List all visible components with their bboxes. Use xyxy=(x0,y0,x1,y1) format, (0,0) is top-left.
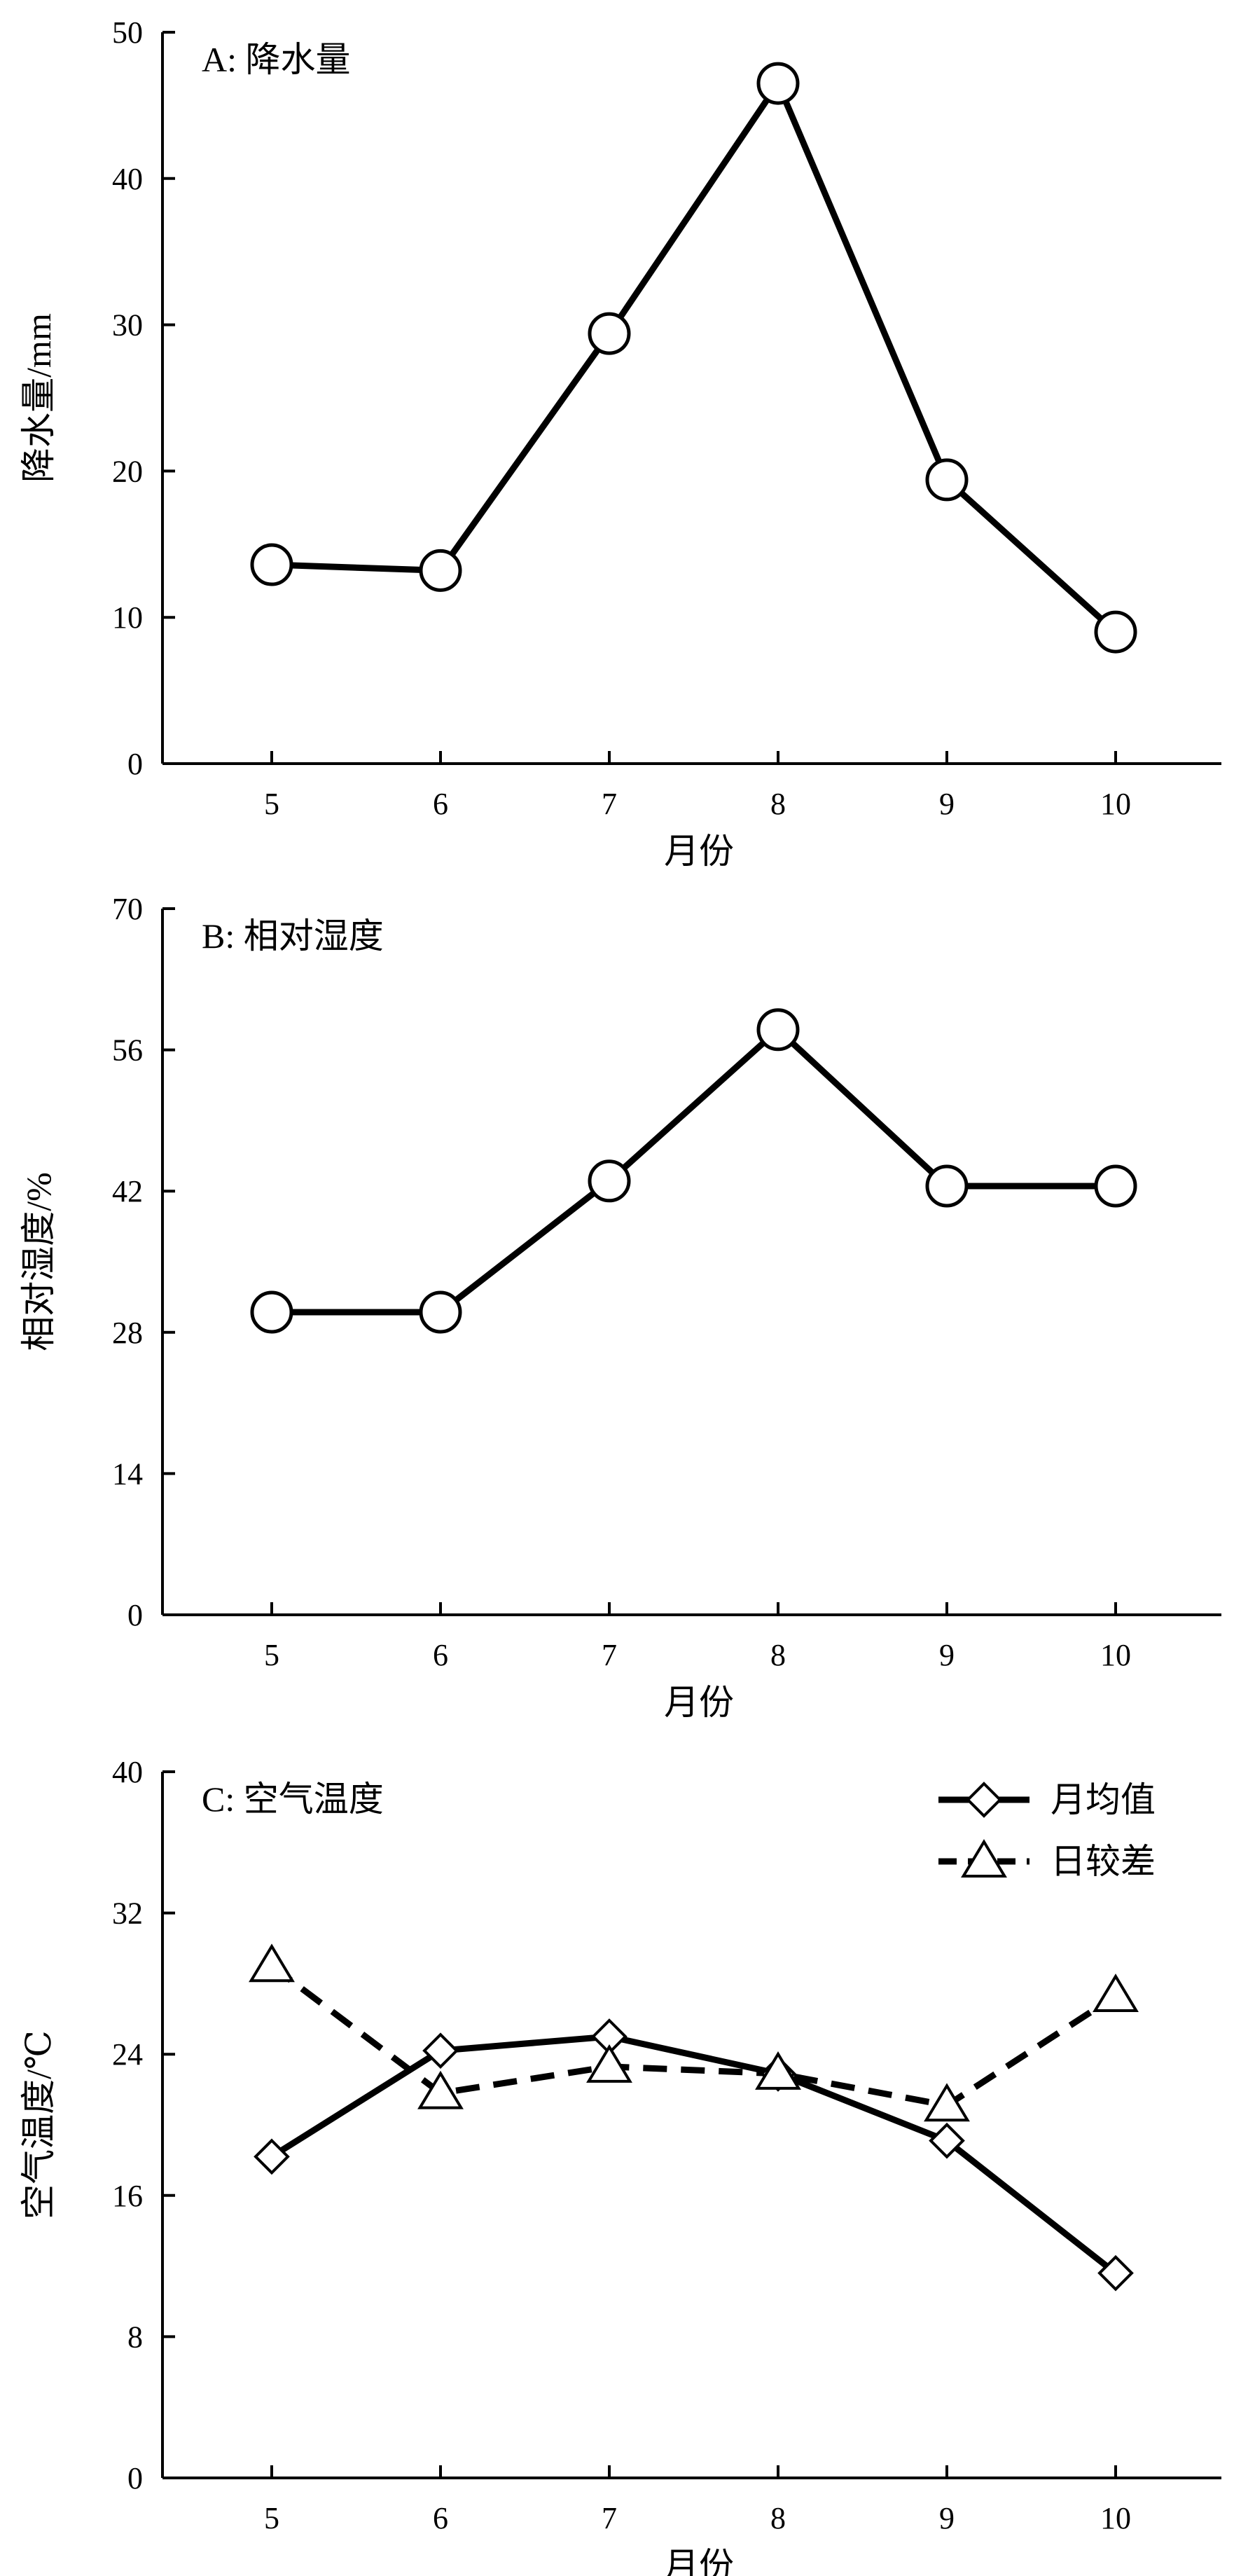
series-line-1 xyxy=(272,1026,1116,1316)
data-point xyxy=(588,1159,631,1203)
y-tick-label: 40 xyxy=(112,1755,143,1789)
y-axis-label: 空气温度/℃ xyxy=(19,2030,58,2219)
x-tick-label: 8 xyxy=(770,787,786,821)
legend-marker xyxy=(966,1782,1002,1818)
x-tick-label: 5 xyxy=(264,787,279,821)
chart-title: C: 空气温度 xyxy=(202,1779,384,1819)
legend-label: 月均值 xyxy=(1051,1780,1156,1819)
y-tick-label: 50 xyxy=(112,15,143,50)
x-tick-label: 9 xyxy=(939,2501,955,2535)
x-axis-label: 月份 xyxy=(664,2546,734,2576)
y-axis-label: 降水量/mm xyxy=(19,313,58,483)
x-tick-label: 6 xyxy=(433,2501,448,2535)
data-point xyxy=(756,62,800,105)
y-tick-label: 10 xyxy=(112,600,143,635)
data-point xyxy=(924,2083,970,2122)
y-tick-label: 8 xyxy=(127,2320,143,2354)
data-point xyxy=(925,458,969,502)
data-point xyxy=(1097,2254,1134,2292)
y-tick-label: 70 xyxy=(112,892,143,926)
y-tick-label: 14 xyxy=(112,1456,143,1491)
x-tick-label: 5 xyxy=(264,1638,279,1672)
y-tick-label: 0 xyxy=(127,1598,143,1632)
data-point xyxy=(417,2070,464,2109)
data-point xyxy=(250,543,293,586)
y-tick-label: 20 xyxy=(112,454,143,488)
data-point xyxy=(756,1008,800,1052)
data-point xyxy=(1094,1164,1137,1208)
data-point xyxy=(588,312,631,355)
x-tick-label: 6 xyxy=(433,1638,448,1672)
legend-marker xyxy=(961,1839,1007,1878)
data-point xyxy=(250,1290,293,1334)
chart-panel-1: 0 10 20 30 40 50 5 6 7 8 9 10 月份 降水量/mm A: 降水量 xyxy=(19,15,1221,871)
chart-title: B: 相对湿度 xyxy=(202,916,384,956)
data-point xyxy=(925,1164,969,1208)
data-point xyxy=(929,2122,965,2159)
x-tick-label: 5 xyxy=(264,2501,279,2535)
x-tick-label: 10 xyxy=(1100,2501,1131,2535)
y-tick-label: 16 xyxy=(112,2179,143,2213)
x-tick-label: 10 xyxy=(1100,787,1131,821)
x-axis-label: 月份 xyxy=(664,832,734,871)
y-tick-label: 56 xyxy=(112,1033,143,1068)
data-point xyxy=(1094,610,1137,654)
y-axis-label: 相对湿度/% xyxy=(19,1172,58,1351)
data-point xyxy=(1093,1974,1139,2013)
series-line-1 xyxy=(271,80,1118,635)
y-tick-label: 28 xyxy=(112,1316,143,1350)
x-tick-label: 6 xyxy=(433,787,448,821)
data-point xyxy=(254,2138,290,2175)
x-tick-label: 7 xyxy=(602,787,617,821)
x-tick-label: 8 xyxy=(770,2501,786,2535)
x-tick-label: 9 xyxy=(939,1638,955,1672)
data-point xyxy=(422,2032,459,2069)
chart-title: A: 降水量 xyxy=(202,40,351,79)
y-tick-label: 30 xyxy=(112,308,143,343)
data-point xyxy=(419,549,462,592)
y-tick-label: 32 xyxy=(112,1896,143,1931)
y-tick-label: 42 xyxy=(112,1174,143,1208)
data-point xyxy=(586,2044,632,2083)
x-tick-label: 8 xyxy=(770,1638,786,1672)
x-tick-label: 7 xyxy=(602,2501,617,2535)
x-tick-label: 10 xyxy=(1100,1638,1131,1672)
y-tick-label: 24 xyxy=(112,2037,143,2072)
data-point xyxy=(755,2051,801,2090)
y-tick-label: 0 xyxy=(127,2461,143,2495)
series-line-2 xyxy=(270,1963,1118,2109)
legend-label: 日较差 xyxy=(1051,1842,1156,1881)
x-tick-label: 9 xyxy=(939,787,955,821)
y-tick-label: 0 xyxy=(127,747,143,781)
data-point xyxy=(419,1290,462,1334)
y-tick-label: 40 xyxy=(112,162,143,196)
x-tick-label: 7 xyxy=(602,1638,617,1672)
x-axis-label: 月份 xyxy=(664,1683,734,1722)
data-point xyxy=(249,1943,295,1983)
